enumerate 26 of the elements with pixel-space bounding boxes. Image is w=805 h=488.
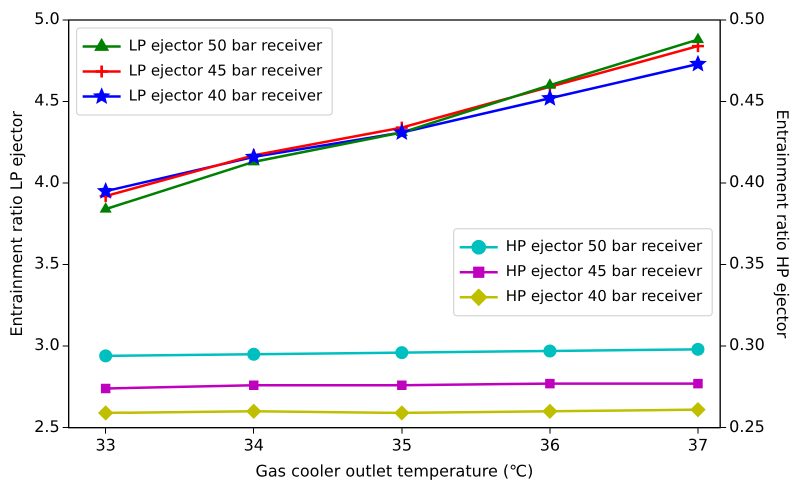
legend-label: HP ejector 45 bar receievr (506, 262, 704, 280)
legend-label: HP ejector 50 bar receiver (506, 237, 704, 256)
y2-tick-label: 0.50 (729, 9, 765, 28)
y-tick-label: 3.5 (34, 254, 60, 273)
y-axis-title: Entrainment ratio LP ejector (6, 110, 26, 337)
y2-tick-label: 0.40 (729, 172, 765, 192)
y-tick-label: 4.0 (34, 172, 60, 192)
x-axis-title: Gas cooler outlet temperature (℃) (255, 462, 534, 481)
legend-label: LP ejector 50 bar receiver (128, 36, 323, 54)
legend-label: LP ejector 40 bar receiver (128, 86, 323, 104)
legend-label: HP ejector 40 bar receiver (506, 287, 704, 306)
legend-label: LP ejector 45 bar receiver (128, 61, 323, 80)
x-tick-label: 33 (95, 435, 116, 454)
y-tick-label: 5.0 (34, 9, 60, 28)
x-tick-label: 37 (688, 435, 708, 454)
x-tick-label: 35 (392, 435, 412, 454)
x-tick-label: 36 (540, 435, 560, 454)
y2-tick-label: 0.25 (729, 416, 765, 436)
y2-tick-label: 0.45 (729, 90, 765, 110)
y-tick-label: 4.5 (34, 90, 60, 110)
y-tick-label: 2.5 (34, 416, 60, 436)
y2-tick-label: 0.35 (729, 254, 765, 273)
y2-tick-label: 0.30 (729, 335, 765, 354)
y-tick-label: 3.0 (34, 335, 60, 354)
x-tick-label: 34 (244, 435, 264, 454)
y2-axis-title: Entrainment ratio HP ejector (773, 109, 792, 339)
